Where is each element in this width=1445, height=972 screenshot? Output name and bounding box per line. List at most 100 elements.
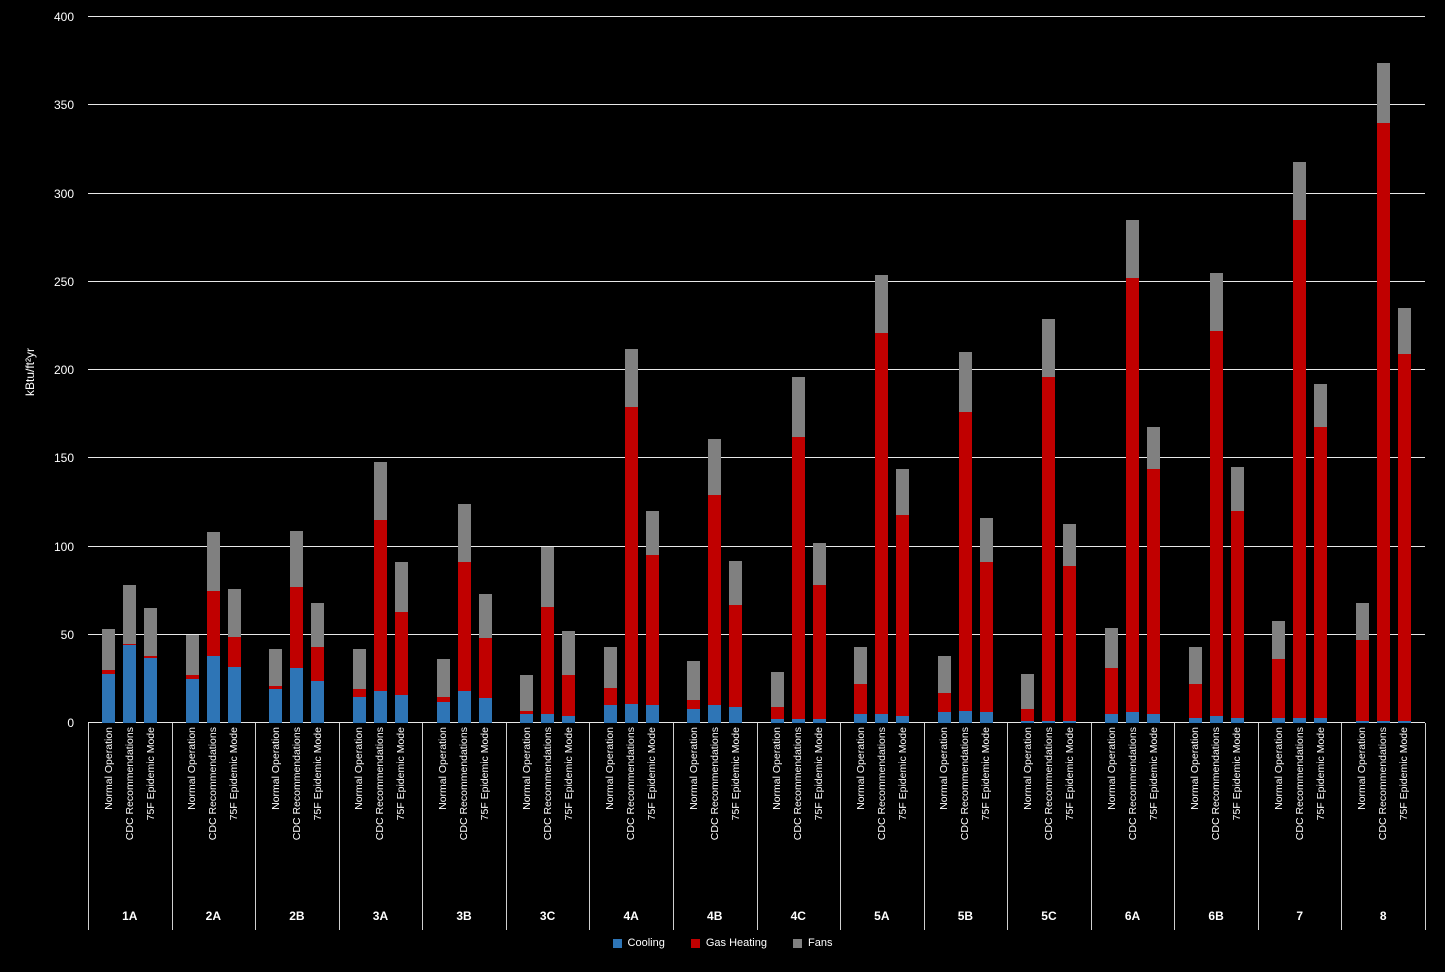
bar-slot bbox=[475, 17, 496, 723]
bar-segment-cooling bbox=[875, 714, 889, 723]
bar-segment-gas-heating bbox=[603, 687, 617, 706]
bar-segment-fans bbox=[541, 546, 555, 607]
scenario-label: Normal Operation bbox=[771, 727, 784, 810]
group-label-4C: 4C bbox=[790, 909, 806, 923]
y-tick-label: 350 bbox=[53, 98, 74, 113]
bar-segment-fans bbox=[373, 461, 387, 521]
scenario-label: 75F Epidemic Mode bbox=[1063, 727, 1076, 821]
bar-segment-cooling bbox=[478, 698, 492, 723]
bar-segment-fans bbox=[1376, 62, 1390, 123]
scenario-label: Normal Operation bbox=[102, 727, 115, 810]
bar-segment-fans bbox=[436, 659, 450, 697]
bar-segment-gas-heating bbox=[979, 562, 993, 713]
scenario-label-cell: CDC Recommendations bbox=[286, 723, 307, 908]
stacked-bar bbox=[645, 17, 659, 723]
y-tick-label: 200 bbox=[53, 363, 74, 377]
stacked-bar bbox=[144, 17, 158, 723]
scenario-label: Normal Operation bbox=[1356, 727, 1369, 810]
scenario-label: CDC Recommendations bbox=[959, 727, 972, 841]
scenario-label-group: Normal Operation CDC Recommendations 75F E… bbox=[172, 723, 256, 908]
group-separator bbox=[1425, 723, 1426, 930]
gridline bbox=[88, 369, 1425, 370]
scenario-label-cell: 75F Epidemic Mode bbox=[809, 723, 830, 908]
stacked-bar bbox=[541, 17, 555, 723]
bar-segment-gas-heating bbox=[1105, 668, 1119, 715]
scenario-label-cell: 75F Epidemic Mode bbox=[1394, 723, 1415, 908]
bar-group-7 bbox=[1258, 17, 1342, 723]
gridline bbox=[88, 633, 1425, 635]
scenario-label-cell: Normal Operation bbox=[433, 723, 454, 908]
scenario-label: CDC Recommendations bbox=[123, 727, 136, 841]
bar-segment-fans bbox=[1147, 426, 1161, 469]
bar-group-6A bbox=[1091, 17, 1175, 723]
stacked-bar bbox=[687, 17, 701, 723]
scenario-label-cell: CDC Recommendations bbox=[621, 723, 642, 908]
bar-slot bbox=[1143, 17, 1164, 723]
scenario-label-group: Normal Operation CDC Recommendations 75F E… bbox=[673, 723, 757, 908]
scenario-label: Normal Operation bbox=[604, 727, 617, 810]
stacked-bar bbox=[436, 17, 450, 723]
stacked-bar bbox=[206, 17, 220, 723]
scenario-label: 75F Epidemic Mode bbox=[311, 727, 324, 821]
bar-slot bbox=[537, 17, 558, 723]
scenario-label-group: Normal Operation CDC Recommendations 75F E… bbox=[757, 723, 841, 908]
group-label-3C: 3C bbox=[539, 909, 556, 923]
bar-segment-fans bbox=[1063, 523, 1077, 566]
bar-segment-gas-heating bbox=[1147, 468, 1161, 715]
bar-group-6B bbox=[1174, 17, 1258, 723]
scenario-label-cell: CDC Recommendations bbox=[788, 723, 809, 908]
scenario-label-group: Normal Operation CDC Recommendations 75F E… bbox=[840, 723, 924, 908]
bar-slot bbox=[224, 17, 245, 723]
group-label-5C: 5C bbox=[1041, 909, 1057, 923]
stacked-bar bbox=[1376, 17, 1390, 723]
stacked-bar bbox=[123, 17, 137, 723]
stacked-bar bbox=[1272, 17, 1286, 723]
scenario-label-cell: 75F Epidemic Mode bbox=[1059, 723, 1080, 908]
bar-slot bbox=[1310, 17, 1331, 723]
bar-slot bbox=[98, 17, 119, 723]
scenario-label-cell: Normal Operation bbox=[850, 723, 871, 908]
bar-segment-gas-heating bbox=[729, 604, 743, 708]
bar-slot bbox=[1101, 17, 1122, 723]
bar-segment-cooling bbox=[290, 668, 304, 723]
group-label-6B: 6B bbox=[1208, 909, 1224, 923]
scenario-label-cell: CDC Recommendations bbox=[119, 723, 140, 908]
scenario-labels-row: Normal Operation CDC Recommendations 75F E… bbox=[88, 723, 1425, 908]
stacked-bar bbox=[562, 17, 576, 723]
scenario-label-group: Normal Operation CDC Recommendations 75F E… bbox=[255, 723, 339, 908]
bar-segment-gas-heating bbox=[896, 514, 910, 716]
bars-container bbox=[88, 17, 1425, 723]
bar-group-3C bbox=[506, 17, 590, 723]
bar-segment-gas-heating bbox=[436, 696, 450, 702]
stacked-bar bbox=[770, 17, 784, 723]
y-tick-label: 400 bbox=[53, 10, 74, 24]
scenario-label: CDC Recommendations bbox=[625, 727, 638, 841]
y-tick-label: 300 bbox=[53, 186, 74, 201]
legend-item-fans: Fans bbox=[793, 937, 832, 949]
scenario-label: CDC Recommendations bbox=[1293, 727, 1306, 841]
group-label-4A: 4A bbox=[623, 909, 639, 923]
bar-segment-gas-heating bbox=[1042, 377, 1056, 722]
bar-segment-gas-heating bbox=[1397, 354, 1411, 722]
bar-segment-fans bbox=[854, 647, 868, 685]
bar-segment-fans bbox=[394, 562, 408, 612]
scenario-label-cell: 75F Epidemic Mode bbox=[558, 723, 579, 908]
bar-segment-cooling bbox=[1293, 717, 1307, 723]
scenario-label-cell: 75F Epidemic Mode bbox=[475, 723, 496, 908]
scenario-label-cell: Normal Operation bbox=[265, 723, 286, 908]
bar-slot bbox=[516, 17, 537, 723]
scenario-label: Normal Operation bbox=[437, 727, 450, 810]
scenario-label-cell: CDC Recommendations bbox=[955, 723, 976, 908]
bar-segment-gas-heating bbox=[958, 412, 972, 711]
scenario-label: 75F Epidemic Mode bbox=[1314, 727, 1327, 821]
legend-item-gas-heating: Gas Heating bbox=[690, 937, 767, 949]
bar-segment-cooling bbox=[457, 691, 471, 723]
bar-slot bbox=[976, 17, 997, 723]
bar-segment-fans bbox=[1314, 384, 1328, 427]
bar-segment-fans bbox=[185, 634, 199, 676]
scenario-label: CDC Recommendations bbox=[541, 727, 554, 841]
bar-segment-gas-heating bbox=[854, 684, 868, 715]
group-label-8: 8 bbox=[1379, 909, 1387, 923]
plot-area bbox=[88, 16, 1425, 723]
scenario-label: 75F Epidemic Mode bbox=[729, 727, 742, 821]
